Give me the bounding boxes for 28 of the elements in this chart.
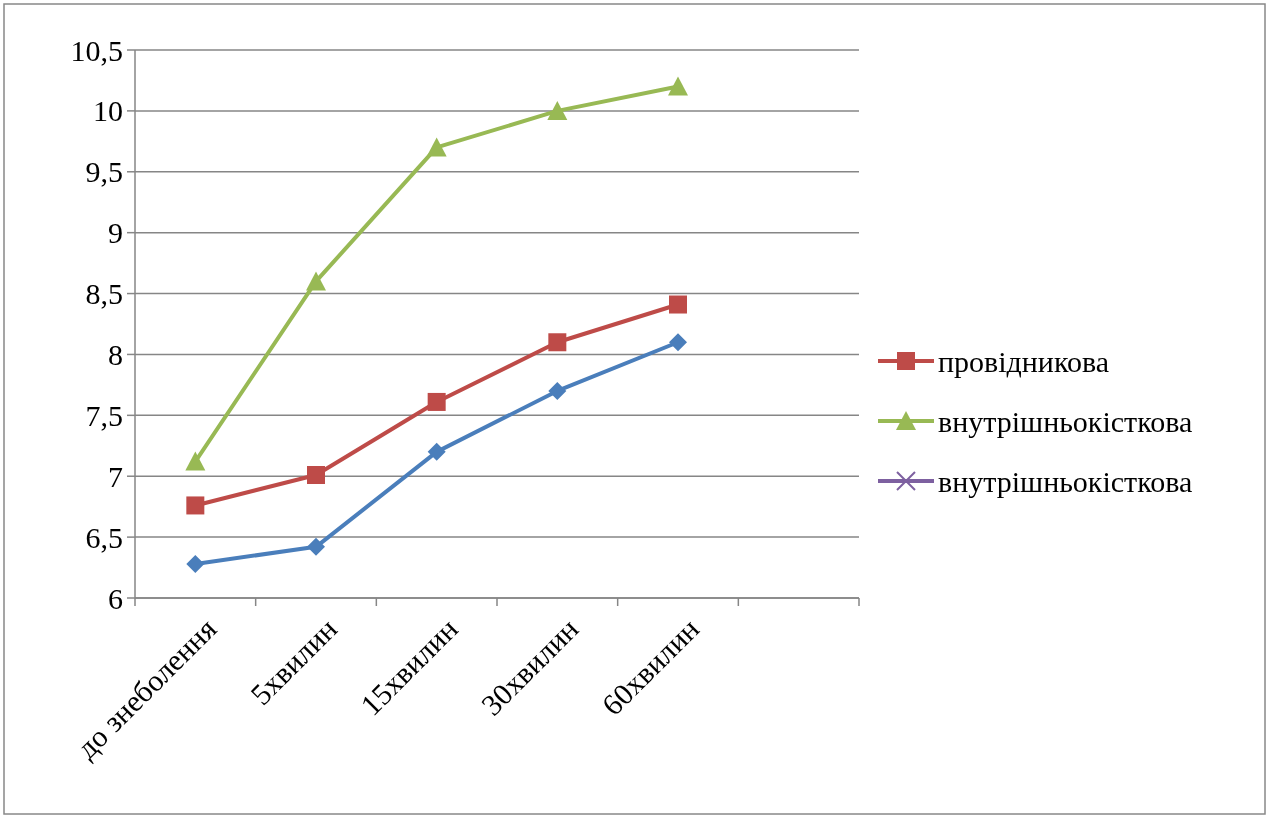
y-tick-label: 6,5 xyxy=(85,520,123,554)
point xyxy=(548,333,567,352)
point xyxy=(669,333,687,352)
point xyxy=(547,100,568,120)
point xyxy=(426,137,447,157)
y-tick-label: 7 xyxy=(108,459,123,493)
y-tick-label: 8 xyxy=(108,337,123,371)
y-tick-label: 7,5 xyxy=(85,398,123,432)
point xyxy=(185,451,206,471)
y-tick-label: 9,5 xyxy=(85,155,123,189)
y-tick-label: 6 xyxy=(108,581,123,615)
point xyxy=(427,442,446,461)
point xyxy=(427,392,446,411)
point xyxy=(668,76,688,96)
point xyxy=(307,537,325,556)
point xyxy=(669,295,687,314)
point xyxy=(307,466,325,484)
legend-label: внутрішньокісткова xyxy=(938,404,1193,438)
y-tick-label: 8,5 xyxy=(85,277,123,311)
legend-label: провідникова xyxy=(938,344,1110,378)
point xyxy=(548,381,567,400)
y-tick-label: 9 xyxy=(108,216,123,250)
y-tick-label: 10 xyxy=(93,94,123,128)
point xyxy=(186,554,205,573)
y-tick-label: 10,5 xyxy=(70,33,123,67)
point xyxy=(306,271,326,291)
point xyxy=(186,496,205,515)
legend-label: внутрішньокісткова xyxy=(938,464,1193,498)
